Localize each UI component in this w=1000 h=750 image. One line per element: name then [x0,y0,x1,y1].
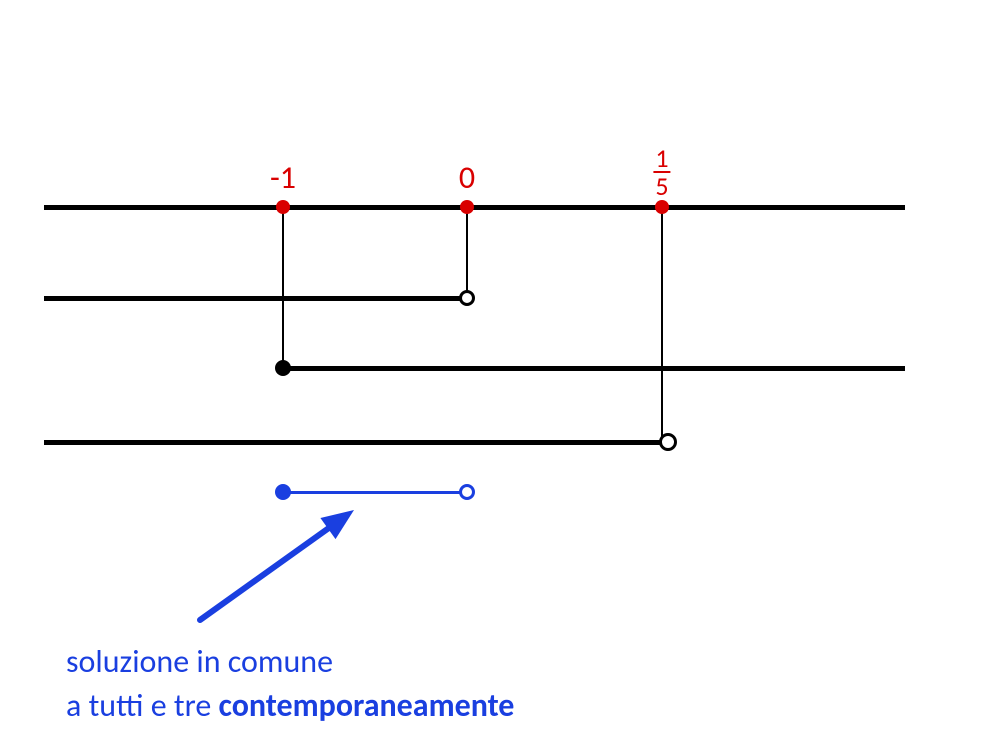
caption-line1: soluzione in comune [66,640,514,684]
caption-line2: a tutti e tre contemporaneamente [66,684,514,728]
solution-arrow [0,0,1000,750]
caption: soluzione in comunea tutti e tre contemp… [66,640,514,728]
diagram-stage: -1015soluzione in comunea tutti e tre co… [0,0,1000,750]
